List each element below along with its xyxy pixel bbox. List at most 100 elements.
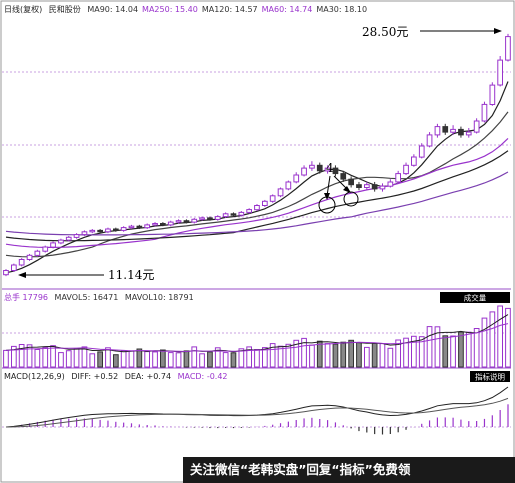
volume-bar (207, 351, 213, 368)
volume-bar (426, 326, 433, 368)
candle (324, 165, 331, 174)
candle (387, 179, 394, 188)
candle (379, 183, 386, 192)
candle-body (65, 236, 72, 241)
candle (418, 143, 425, 159)
candle-body (277, 188, 284, 197)
mavol10-value: 18791 (168, 293, 193, 302)
volume-bar (505, 307, 511, 368)
ma-legend-1: MA250: 15.40 (142, 5, 198, 14)
candle-body (207, 217, 213, 220)
candle (285, 180, 292, 191)
candle (450, 125, 456, 135)
candle (120, 226, 127, 232)
candle (340, 170, 347, 182)
macd-header: MACD(12,26,9) DIFF: +0.52 DEA: +0.74 MAC… (4, 372, 228, 381)
volume-bar (160, 349, 166, 368)
candle-body (183, 220, 190, 223)
macd-title: MACD(12,26,9) (4, 372, 65, 381)
volume-bar (199, 353, 205, 368)
dea-line (5, 397, 509, 428)
candle-body (144, 224, 151, 229)
candle-body (97, 229, 104, 233)
volume-bar (214, 347, 221, 368)
candle-body (426, 134, 433, 147)
candle-body (371, 184, 378, 190)
pattern-annotation: 4 (318, 161, 359, 214)
volume-bar (34, 349, 41, 368)
candle-body (489, 84, 496, 105)
volume-bar (105, 347, 111, 368)
candle (411, 154, 417, 167)
volume-bar (42, 347, 49, 368)
volume-bar (191, 346, 198, 368)
volume-bar (489, 311, 496, 368)
volume-bar (301, 337, 307, 368)
candle-body (364, 184, 370, 188)
candle-body (222, 213, 229, 218)
candle-body (254, 205, 260, 211)
volume-bar (465, 331, 472, 368)
candle-body (262, 200, 268, 207)
candle (65, 235, 72, 242)
candle-body (34, 250, 41, 256)
volume-bar (450, 335, 456, 368)
volume-bar (332, 343, 339, 368)
candle-body (293, 174, 300, 183)
candle-body (81, 231, 88, 236)
candle (3, 269, 9, 277)
pattern-arrowhead-right (343, 186, 351, 193)
candle (58, 238, 64, 245)
candle (293, 172, 300, 184)
candle (113, 227, 119, 232)
candle-body (301, 167, 307, 176)
candle (214, 215, 221, 221)
volume-bar (152, 351, 158, 368)
candle (505, 33, 511, 62)
candle-body (411, 156, 417, 166)
candle (160, 222, 166, 227)
candle-body (11, 264, 17, 271)
candle-body (458, 128, 464, 136)
candle-body (3, 270, 9, 276)
candle-body (246, 209, 253, 213)
volume-bar (81, 346, 88, 368)
candle-body (120, 227, 127, 231)
high-price-label: 28.50元 (362, 25, 408, 39)
price-header: 日线(复权) 民和股份 MA90: 14.04 MA250: 15.40 MA120… (4, 4, 367, 14)
mavol5-value: 16471 (93, 293, 118, 302)
candle (167, 220, 174, 227)
candle-body (450, 128, 456, 133)
volume-bar (73, 348, 80, 368)
stock-name: 民和股份 (49, 4, 81, 14)
high-price-arrowhead (494, 28, 502, 34)
volume-bar (230, 352, 237, 368)
volume-bar (324, 343, 331, 368)
mavol10-label: MAVOL10: (125, 293, 166, 302)
candle-body (50, 242, 56, 248)
candle-body (340, 173, 347, 180)
candle-body (505, 36, 511, 61)
candle (81, 230, 88, 236)
candle (199, 216, 205, 221)
candle (269, 194, 276, 203)
low-price-arrowhead (18, 272, 26, 278)
candle-body (418, 145, 425, 158)
candle (442, 123, 449, 135)
volume-bar (418, 336, 425, 368)
volume-bar (348, 339, 354, 368)
candle (136, 224, 143, 230)
candle-body (324, 167, 331, 172)
candle (238, 211, 245, 217)
candle-body (152, 223, 158, 226)
candle-body (73, 234, 80, 238)
volume-bar (238, 348, 245, 368)
candle-body (167, 221, 174, 226)
volume-bar (309, 344, 315, 368)
macd-label: MACD: (178, 372, 205, 381)
candle (371, 181, 378, 192)
candle-body (230, 213, 237, 216)
candle-body (403, 164, 409, 175)
